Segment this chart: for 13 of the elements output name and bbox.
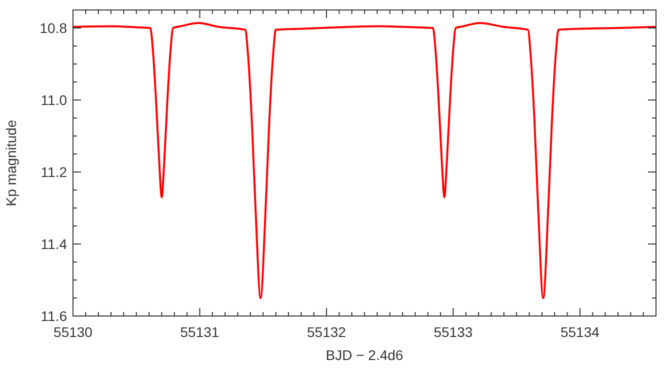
x-tick-label: 55134 xyxy=(560,324,600,340)
y-tick-label: 11.0 xyxy=(40,92,68,108)
x-tick-label: 55132 xyxy=(307,324,346,340)
y-axis-title: Kp magnitude xyxy=(3,120,19,206)
y-tick-label: 10.8 xyxy=(40,20,68,36)
x-tick-label: 55133 xyxy=(434,324,473,340)
line-series xyxy=(73,22,656,299)
x-tick-label: 55131 xyxy=(180,324,220,340)
x-axis-title: BJD − 2.4d6 xyxy=(326,347,404,363)
y-tick-label: 11.6 xyxy=(40,308,68,324)
x-tick-label: 55130 xyxy=(54,324,93,340)
y-tick-label: 11.4 xyxy=(40,236,68,252)
y-tick-label: 11.2 xyxy=(40,164,68,180)
